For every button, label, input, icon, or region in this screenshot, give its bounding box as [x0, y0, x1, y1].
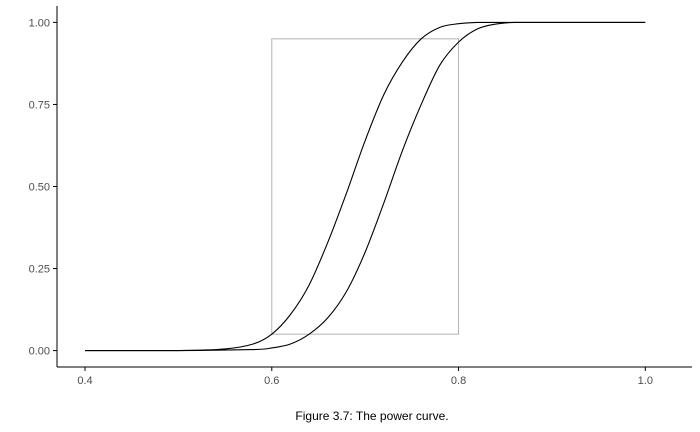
y-ticks: 0.00 0.25 0.50 0.75 1.00: [29, 17, 57, 358]
y-tick-label: 0.25: [29, 264, 50, 276]
reference-rectangle: [271, 38, 460, 335]
y-tick-label: 1.00: [29, 17, 50, 29]
power-curve-1: [85, 21, 646, 352]
x-tick-label: 0.6: [264, 375, 279, 387]
y-tick-label: 0.50: [29, 182, 50, 194]
series-layer: [85, 21, 646, 352]
power-curve-2: [85, 21, 646, 352]
x-ticks: 0.4 0.6 0.8 1.0: [77, 367, 653, 387]
x-tick-label: 0.4: [77, 375, 92, 387]
y-tick-label: 0.75: [29, 99, 50, 111]
x-tick-label: 1.0: [638, 375, 653, 387]
power-curve-chart: 0.4 0.6 0.8 1.0 0.00 0.25 0.50 0.75 1.00: [29, 6, 692, 387]
figure-caption: Figure 3.7: The power curve.: [295, 409, 449, 423]
x-tick-label: 0.8: [451, 375, 466, 387]
y-tick-label: 0.00: [29, 346, 50, 358]
reference-box-layer: [271, 38, 460, 335]
axis-layer: [56, 6, 692, 368]
